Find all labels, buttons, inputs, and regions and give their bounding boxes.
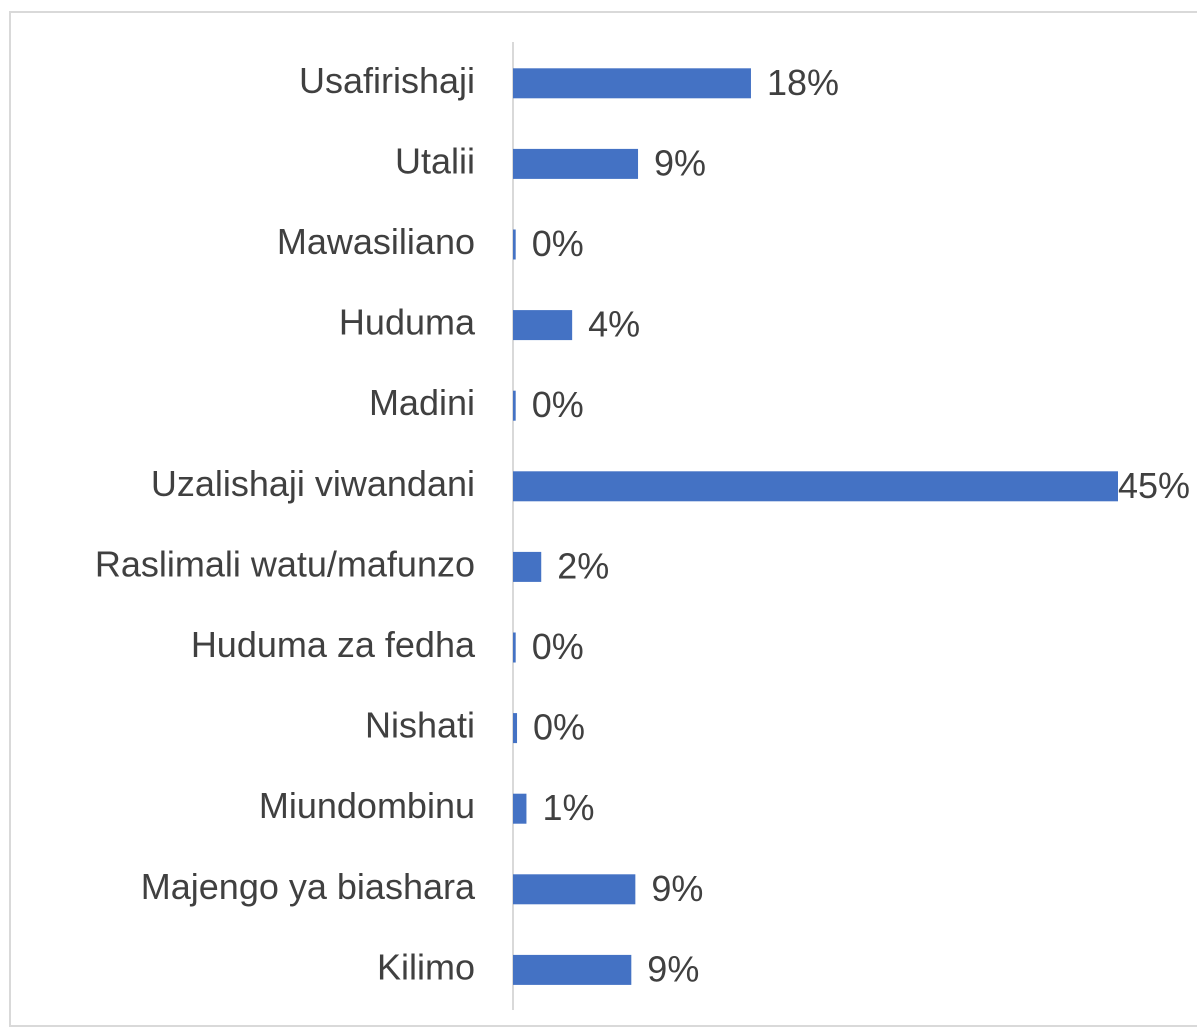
bar [513, 310, 573, 341]
bar [513, 471, 1118, 502]
value-label: 0% [532, 223, 584, 264]
category-label: Huduma [339, 302, 476, 343]
category-label: Usafirishaji [299, 60, 475, 101]
category-label: Raslimali watu/mafunzo [95, 543, 475, 584]
category-label: Utalii [395, 140, 475, 181]
bar [513, 954, 632, 985]
category-label: Miundombinu [259, 785, 475, 826]
value-label: 9% [651, 868, 703, 909]
category-label: Majengo ya biashara [141, 866, 476, 907]
value-label: 18% [767, 62, 839, 103]
bar [513, 148, 639, 179]
bar [513, 713, 518, 744]
value-label: 0% [532, 384, 584, 425]
value-label: 4% [588, 304, 640, 345]
bar [513, 229, 516, 260]
value-label: 9% [654, 142, 706, 183]
bar [513, 874, 636, 905]
value-label: 1% [542, 787, 594, 828]
bar [513, 793, 527, 824]
category-label: Madini [369, 382, 475, 423]
bar [513, 390, 516, 421]
value-label: 9% [647, 948, 699, 989]
bar [513, 551, 542, 582]
category-label: Mawasiliano [277, 221, 475, 262]
category-label: Uzalishaji viwandani [151, 463, 475, 504]
category-label: Huduma za fedha [191, 624, 476, 665]
bar [513, 632, 516, 663]
value-label: 0% [532, 626, 584, 667]
category-label: Kilimo [377, 946, 475, 987]
value-label: 0% [533, 707, 585, 748]
value-label: 45% [1118, 465, 1190, 506]
category-label: Nishati [365, 705, 475, 746]
value-label: 2% [557, 545, 609, 586]
chart-frame [9, 11, 1197, 1027]
bar [513, 68, 751, 99]
